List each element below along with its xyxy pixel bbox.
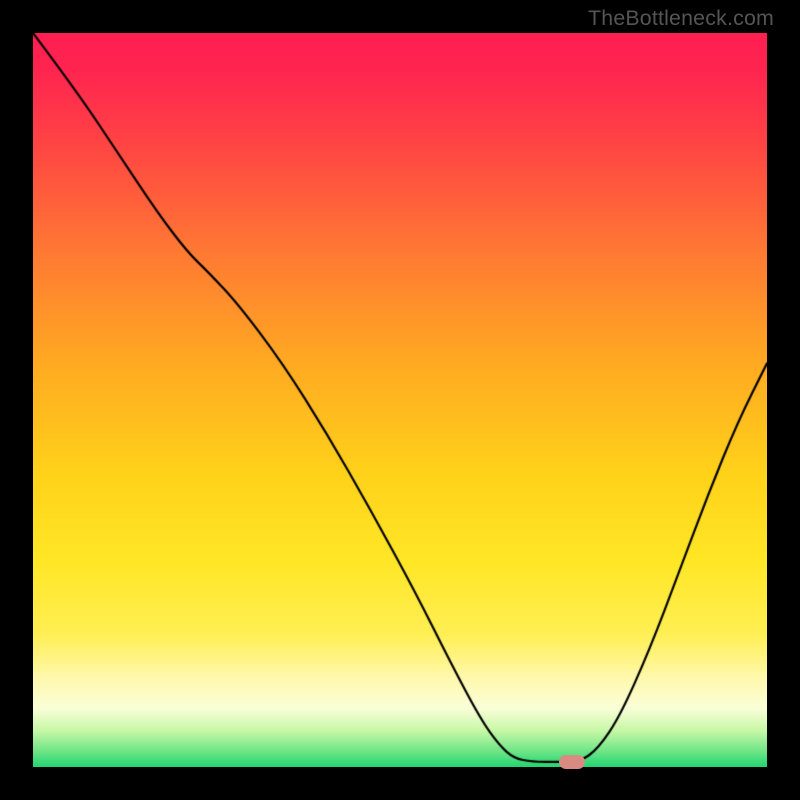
optimum-marker bbox=[559, 755, 585, 769]
figure-root: TheBottleneck.com bbox=[0, 0, 800, 800]
bottleneck-curve bbox=[33, 33, 767, 767]
watermark-text: TheBottleneck.com bbox=[588, 6, 774, 31]
plot-area bbox=[33, 33, 767, 767]
